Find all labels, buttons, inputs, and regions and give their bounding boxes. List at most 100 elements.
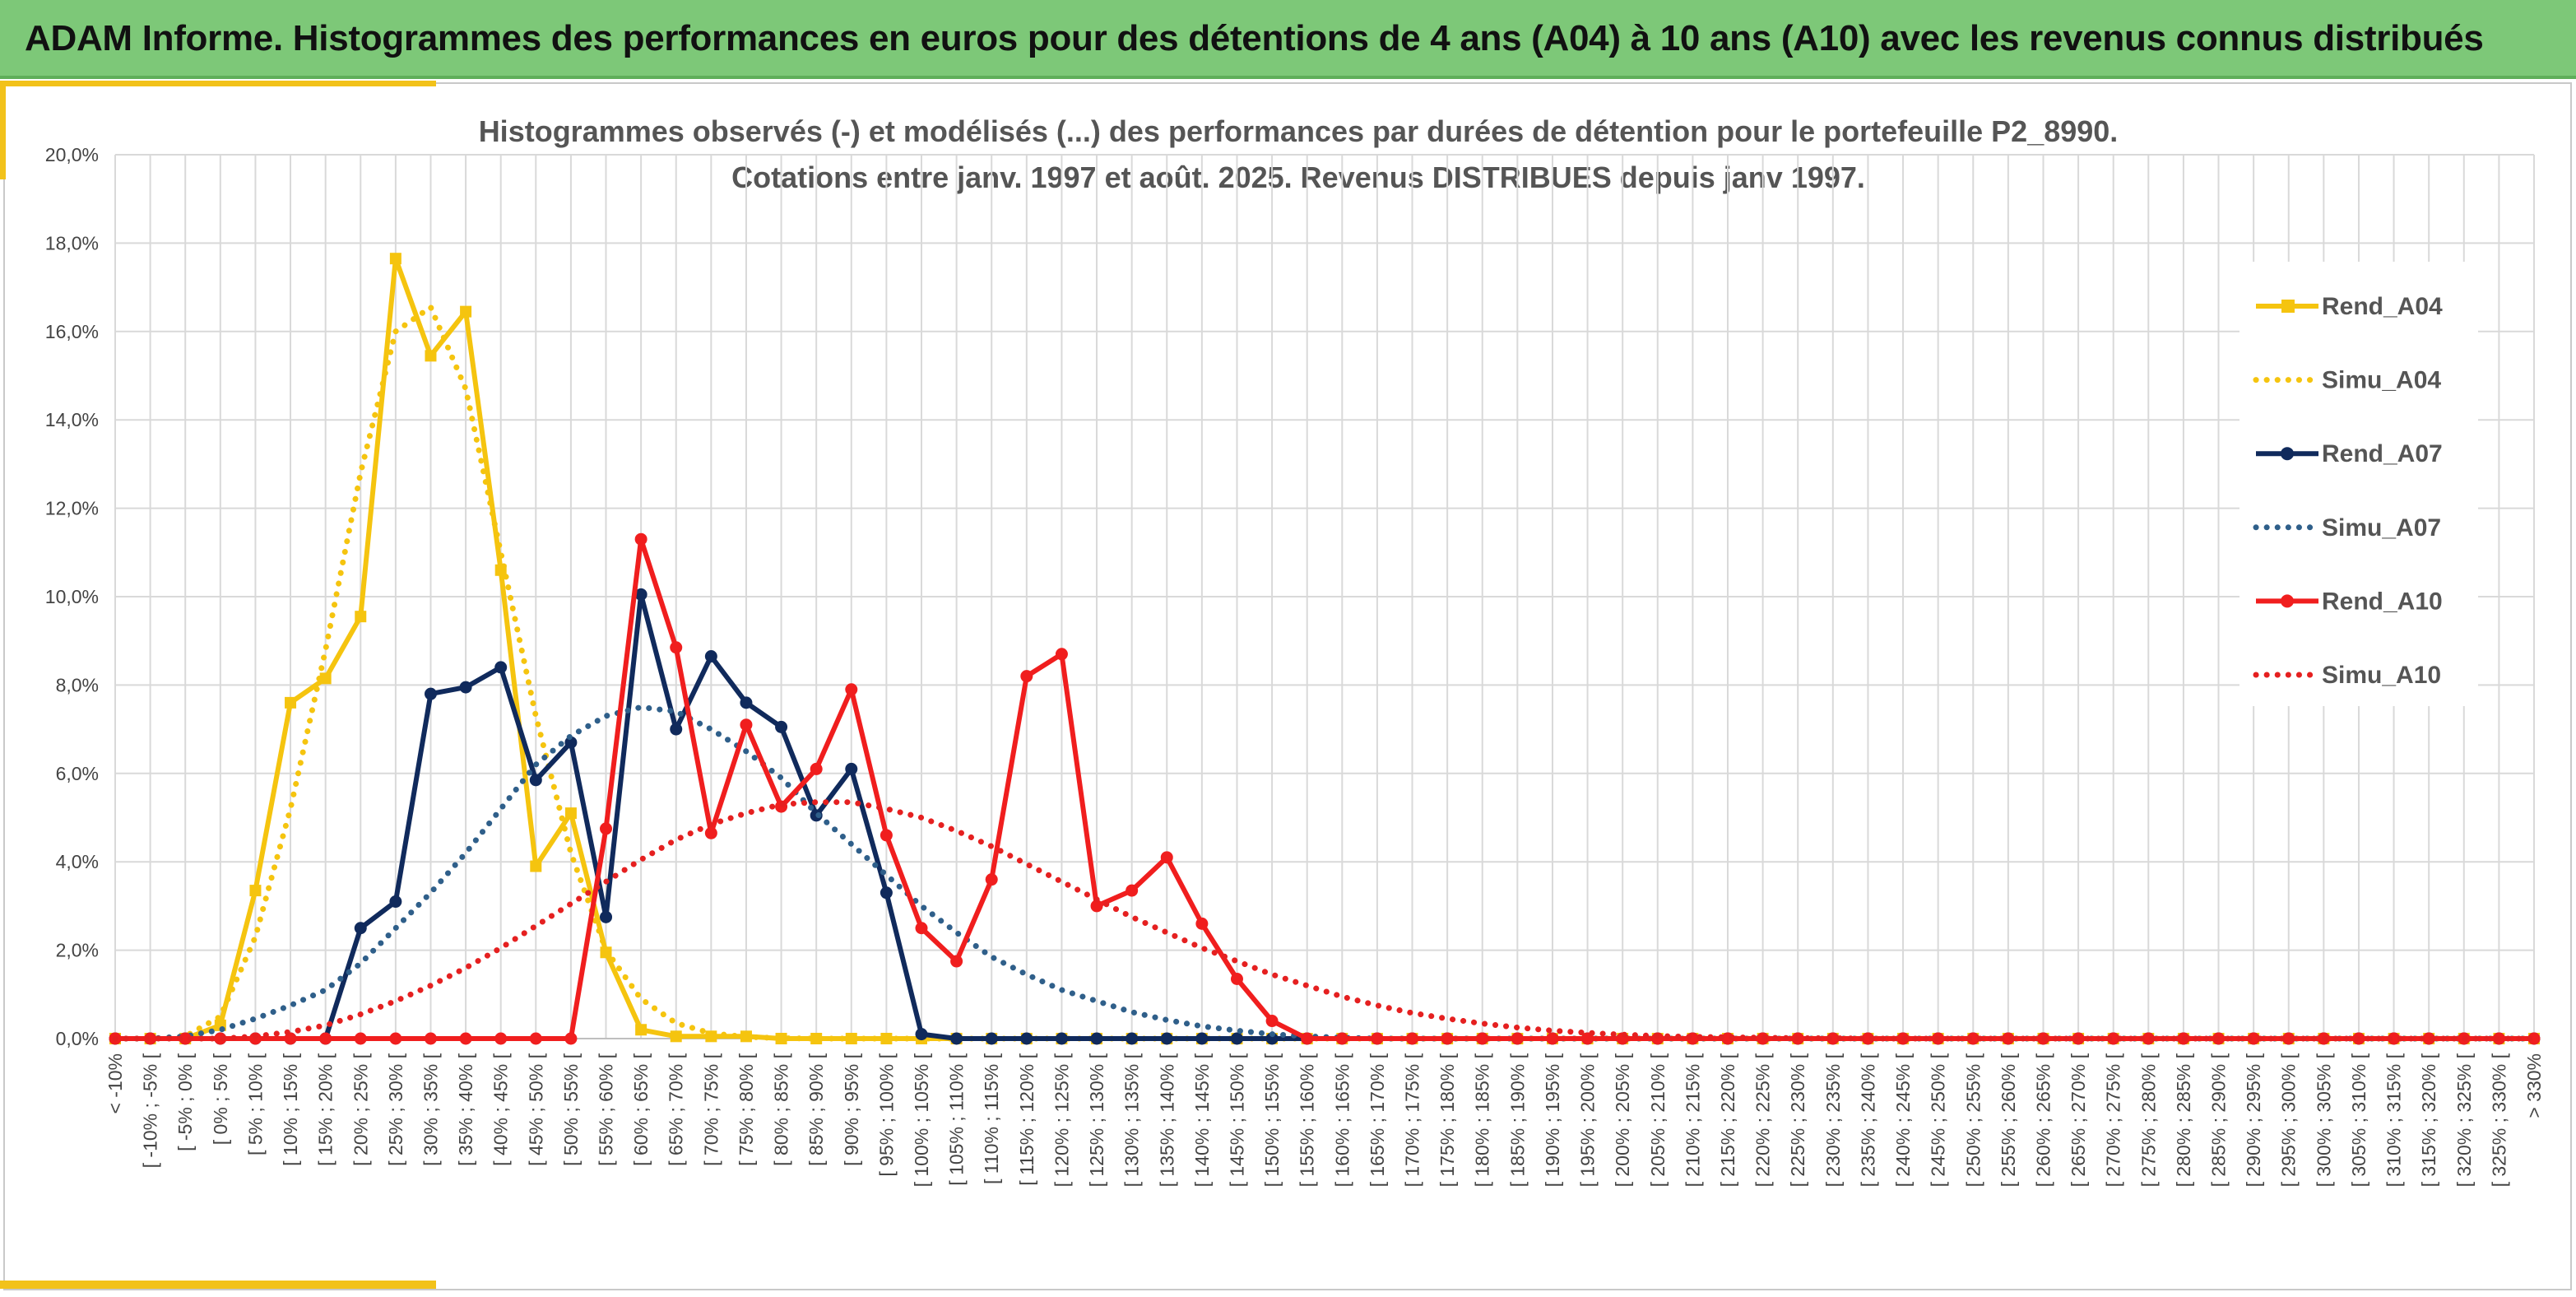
x-tick-label: [ 300% ; 305% [ <box>2313 1053 2334 1187</box>
x-tick-label: [ -5% ; 0% [ <box>174 1053 196 1151</box>
x-tick-label: [ 285% ; 290% [ <box>2208 1053 2230 1187</box>
x-tick-label: [ 190% ; 195% [ <box>1542 1053 1563 1187</box>
x-tick-label: [ -10% ; -5% [ <box>140 1053 161 1168</box>
x-tick-label: [ 215% ; 220% [ <box>1717 1053 1738 1187</box>
y-tick-label: 20,0% <box>45 144 99 165</box>
data-point <box>1195 917 1209 930</box>
data-point <box>810 762 823 775</box>
chart-title: Histogrammes observés (-) et modélisés (… <box>479 114 2119 194</box>
data-point <box>845 762 858 775</box>
data-point <box>2388 1032 2401 1045</box>
data-point <box>2247 1032 2260 1045</box>
frame-accent-bottom <box>0 1281 436 1289</box>
data-point <box>1511 1032 1524 1045</box>
series-Rend_A04 <box>109 253 2540 1044</box>
data-point <box>2002 1032 2015 1045</box>
x-tick-label: < -10% <box>104 1053 126 1114</box>
data-point <box>950 955 963 968</box>
data-point <box>915 1028 928 1041</box>
x-tick-label: [ 140% ; 145% [ <box>1191 1053 1213 1187</box>
series-line-Rend_A07 <box>115 592 2534 1041</box>
x-tick-label: [ 50% ; 55% [ <box>560 1053 582 1165</box>
y-tick-label: 12,0% <box>45 498 99 519</box>
data-point <box>1055 648 1068 661</box>
x-tick-label: [ 185% ; 190% [ <box>1506 1053 1528 1187</box>
data-point <box>740 696 753 709</box>
data-point <box>1335 1032 1348 1045</box>
data-point <box>670 1030 682 1043</box>
data-point <box>389 1032 402 1045</box>
data-point <box>1195 1032 1209 1045</box>
y-tick-label: 14,0% <box>45 409 99 430</box>
x-tick-label: [ 35% ; 40% [ <box>455 1053 476 1165</box>
data-point <box>2107 1032 2120 1045</box>
x-tick-label: [ 105% ; 110% [ <box>946 1053 968 1185</box>
legend-item-Rend_A10: Rend_A10 <box>2256 588 2443 615</box>
header-band: ADAM Informe. Histogrammes des performan… <box>0 0 2576 79</box>
data-point <box>1371 1032 1384 1045</box>
x-tick-label: [ 210% ; 215% [ <box>1682 1053 1703 1187</box>
series-Rend_A10 <box>109 532 2541 1045</box>
data-point <box>1230 973 1243 986</box>
data-point <box>249 885 262 897</box>
data-point <box>2282 1032 2295 1045</box>
data-point <box>354 922 367 935</box>
legend-item-Simu_A10: Simu_A10 <box>2253 662 2441 689</box>
data-point <box>424 1032 437 1045</box>
page-title: ADAM Informe. Histogrammes des performan… <box>25 18 2484 58</box>
y-tick-label: 4,0% <box>56 851 99 872</box>
x-tick-label: [ 30% ; 35% [ <box>420 1053 441 1165</box>
chart-title-line: Cotations entre janv. 1997 et août. 2025… <box>731 160 1865 194</box>
x-tick-label: [ 95% ; 100% [ <box>875 1053 897 1176</box>
data-point <box>1020 670 1033 683</box>
x-tick-label: [ 100% ; 105% [ <box>911 1053 932 1187</box>
y-tick-label: 18,0% <box>45 232 99 253</box>
legend-background <box>2239 262 2478 706</box>
x-tick-label: [ 310% ; 315% [ <box>2383 1053 2405 1187</box>
data-point <box>880 886 893 900</box>
x-tick-label: [ 45% ; 50% [ <box>525 1053 546 1165</box>
x-tick-label: [ 200% ; 205% [ <box>1612 1053 1633 1187</box>
data-point <box>459 681 472 694</box>
data-point <box>915 922 928 935</box>
x-tick-label: [ 155% ; 160% [ <box>1297 1053 1318 1187</box>
x-tick-label: [ 70% ; 75% [ <box>700 1053 722 1165</box>
data-point <box>319 672 332 685</box>
x-tick-label: [ 195% ; 200% [ <box>1577 1053 1599 1187</box>
data-point <box>424 687 437 700</box>
data-point <box>2422 1032 2435 1045</box>
data-point <box>634 588 647 601</box>
data-point <box>1090 1032 1103 1045</box>
x-tick-label: [ 265% ; 270% [ <box>2068 1053 2089 1187</box>
legend-item-Simu_A07: Simu_A07 <box>2253 514 2441 542</box>
data-point <box>564 736 578 749</box>
data-point <box>1966 1032 1980 1045</box>
data-point <box>704 649 717 662</box>
x-tick-label: [ 180% ; 185% [ <box>1472 1053 1493 1187</box>
x-tick-label: [ 110% ; 115% [ <box>981 1053 1002 1184</box>
x-tick-label: [ 250% ; 255% [ <box>1962 1053 1984 1187</box>
x-tick-label: > 330% <box>2523 1053 2545 1118</box>
x-tick-label: [ 235% ; 240% [ <box>1857 1053 1878 1187</box>
x-tick-label: [ 225% ; 230% [ <box>1787 1053 1808 1187</box>
data-point <box>1265 1032 1279 1045</box>
data-point <box>670 641 683 654</box>
data-point <box>600 822 613 835</box>
x-tick-label: [ 260% ; 265% [ <box>2032 1053 2054 1187</box>
x-tick-label: [ 320% ; 325% [ <box>2453 1053 2475 1187</box>
x-tick-label: [ 55% ; 60% [ <box>596 1053 617 1165</box>
data-point <box>459 1032 472 1045</box>
x-tick-label: [ 5% ; 10% [ <box>244 1053 266 1155</box>
data-point <box>319 1032 332 1045</box>
data-point <box>810 1033 823 1044</box>
data-point <box>985 1032 998 1045</box>
data-point <box>1265 1015 1279 1028</box>
x-tick-label: [ 255% ; 260% [ <box>1998 1053 2019 1187</box>
x-tick-label: [ 60% ; 65% [ <box>630 1053 652 1165</box>
x-tick-label: [ 245% ; 250% [ <box>1928 1053 1949 1187</box>
legend-label: Simu_A10 <box>2322 662 2441 689</box>
chart-legend: Rend_A04 Simu_A04 Rend_A07 Simu_A07 Rend_A10… <box>2239 262 2478 706</box>
data-point <box>1230 1032 1243 1045</box>
data-point <box>950 1032 963 1045</box>
data-point <box>1441 1032 1454 1045</box>
